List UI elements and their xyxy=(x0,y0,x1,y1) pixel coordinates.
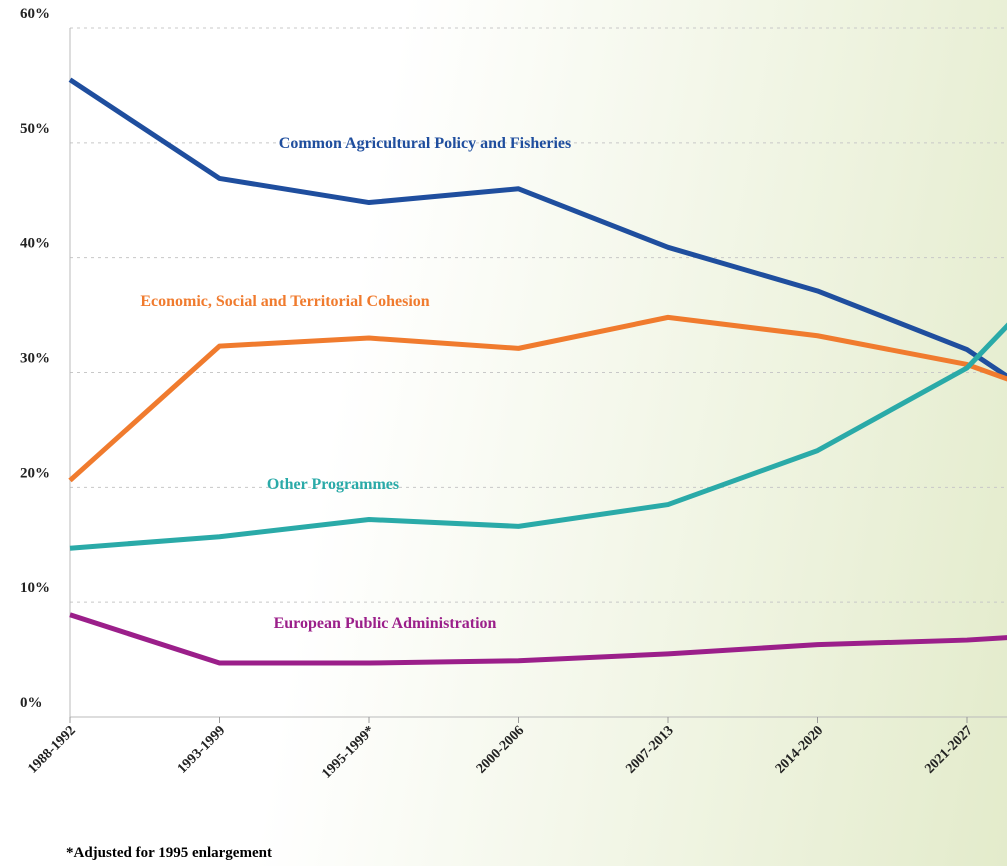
y-tick-label: 50% xyxy=(20,121,50,137)
series-line xyxy=(69,322,1007,551)
y-tick-label: 0% xyxy=(20,695,43,711)
x-tick-label: 2000-2006 xyxy=(474,723,528,777)
series-label: Common Agricultural Policy and Fisheries xyxy=(279,135,571,152)
x-tick-label: 2021-2027 xyxy=(922,723,976,777)
series-label: European Public Administration xyxy=(274,615,497,632)
x-tick-label: 2014-2020 xyxy=(773,723,827,777)
y-tick-label: 40% xyxy=(20,236,50,252)
footnote: *Adjusted for 1995 enlargement xyxy=(66,845,272,861)
series-line xyxy=(68,314,1007,483)
x-tick-label: 1995-1999* xyxy=(319,723,377,781)
y-tick-label: 60% xyxy=(20,6,50,22)
x-tick-label: 1993-1999 xyxy=(175,723,229,777)
x-tick-label: 2007-2013 xyxy=(623,723,677,777)
y-tick-label: 30% xyxy=(20,351,50,367)
y-tick-label: 20% xyxy=(20,465,50,481)
series-line xyxy=(68,77,1007,380)
series-label: Economic, Social and Territorial Cohesio… xyxy=(140,293,429,310)
series-line xyxy=(69,612,1007,666)
x-tick-label: 1988-1992 xyxy=(25,723,79,777)
series-label: Other Programmes xyxy=(267,476,399,493)
y-tick-label: 10% xyxy=(20,580,50,596)
